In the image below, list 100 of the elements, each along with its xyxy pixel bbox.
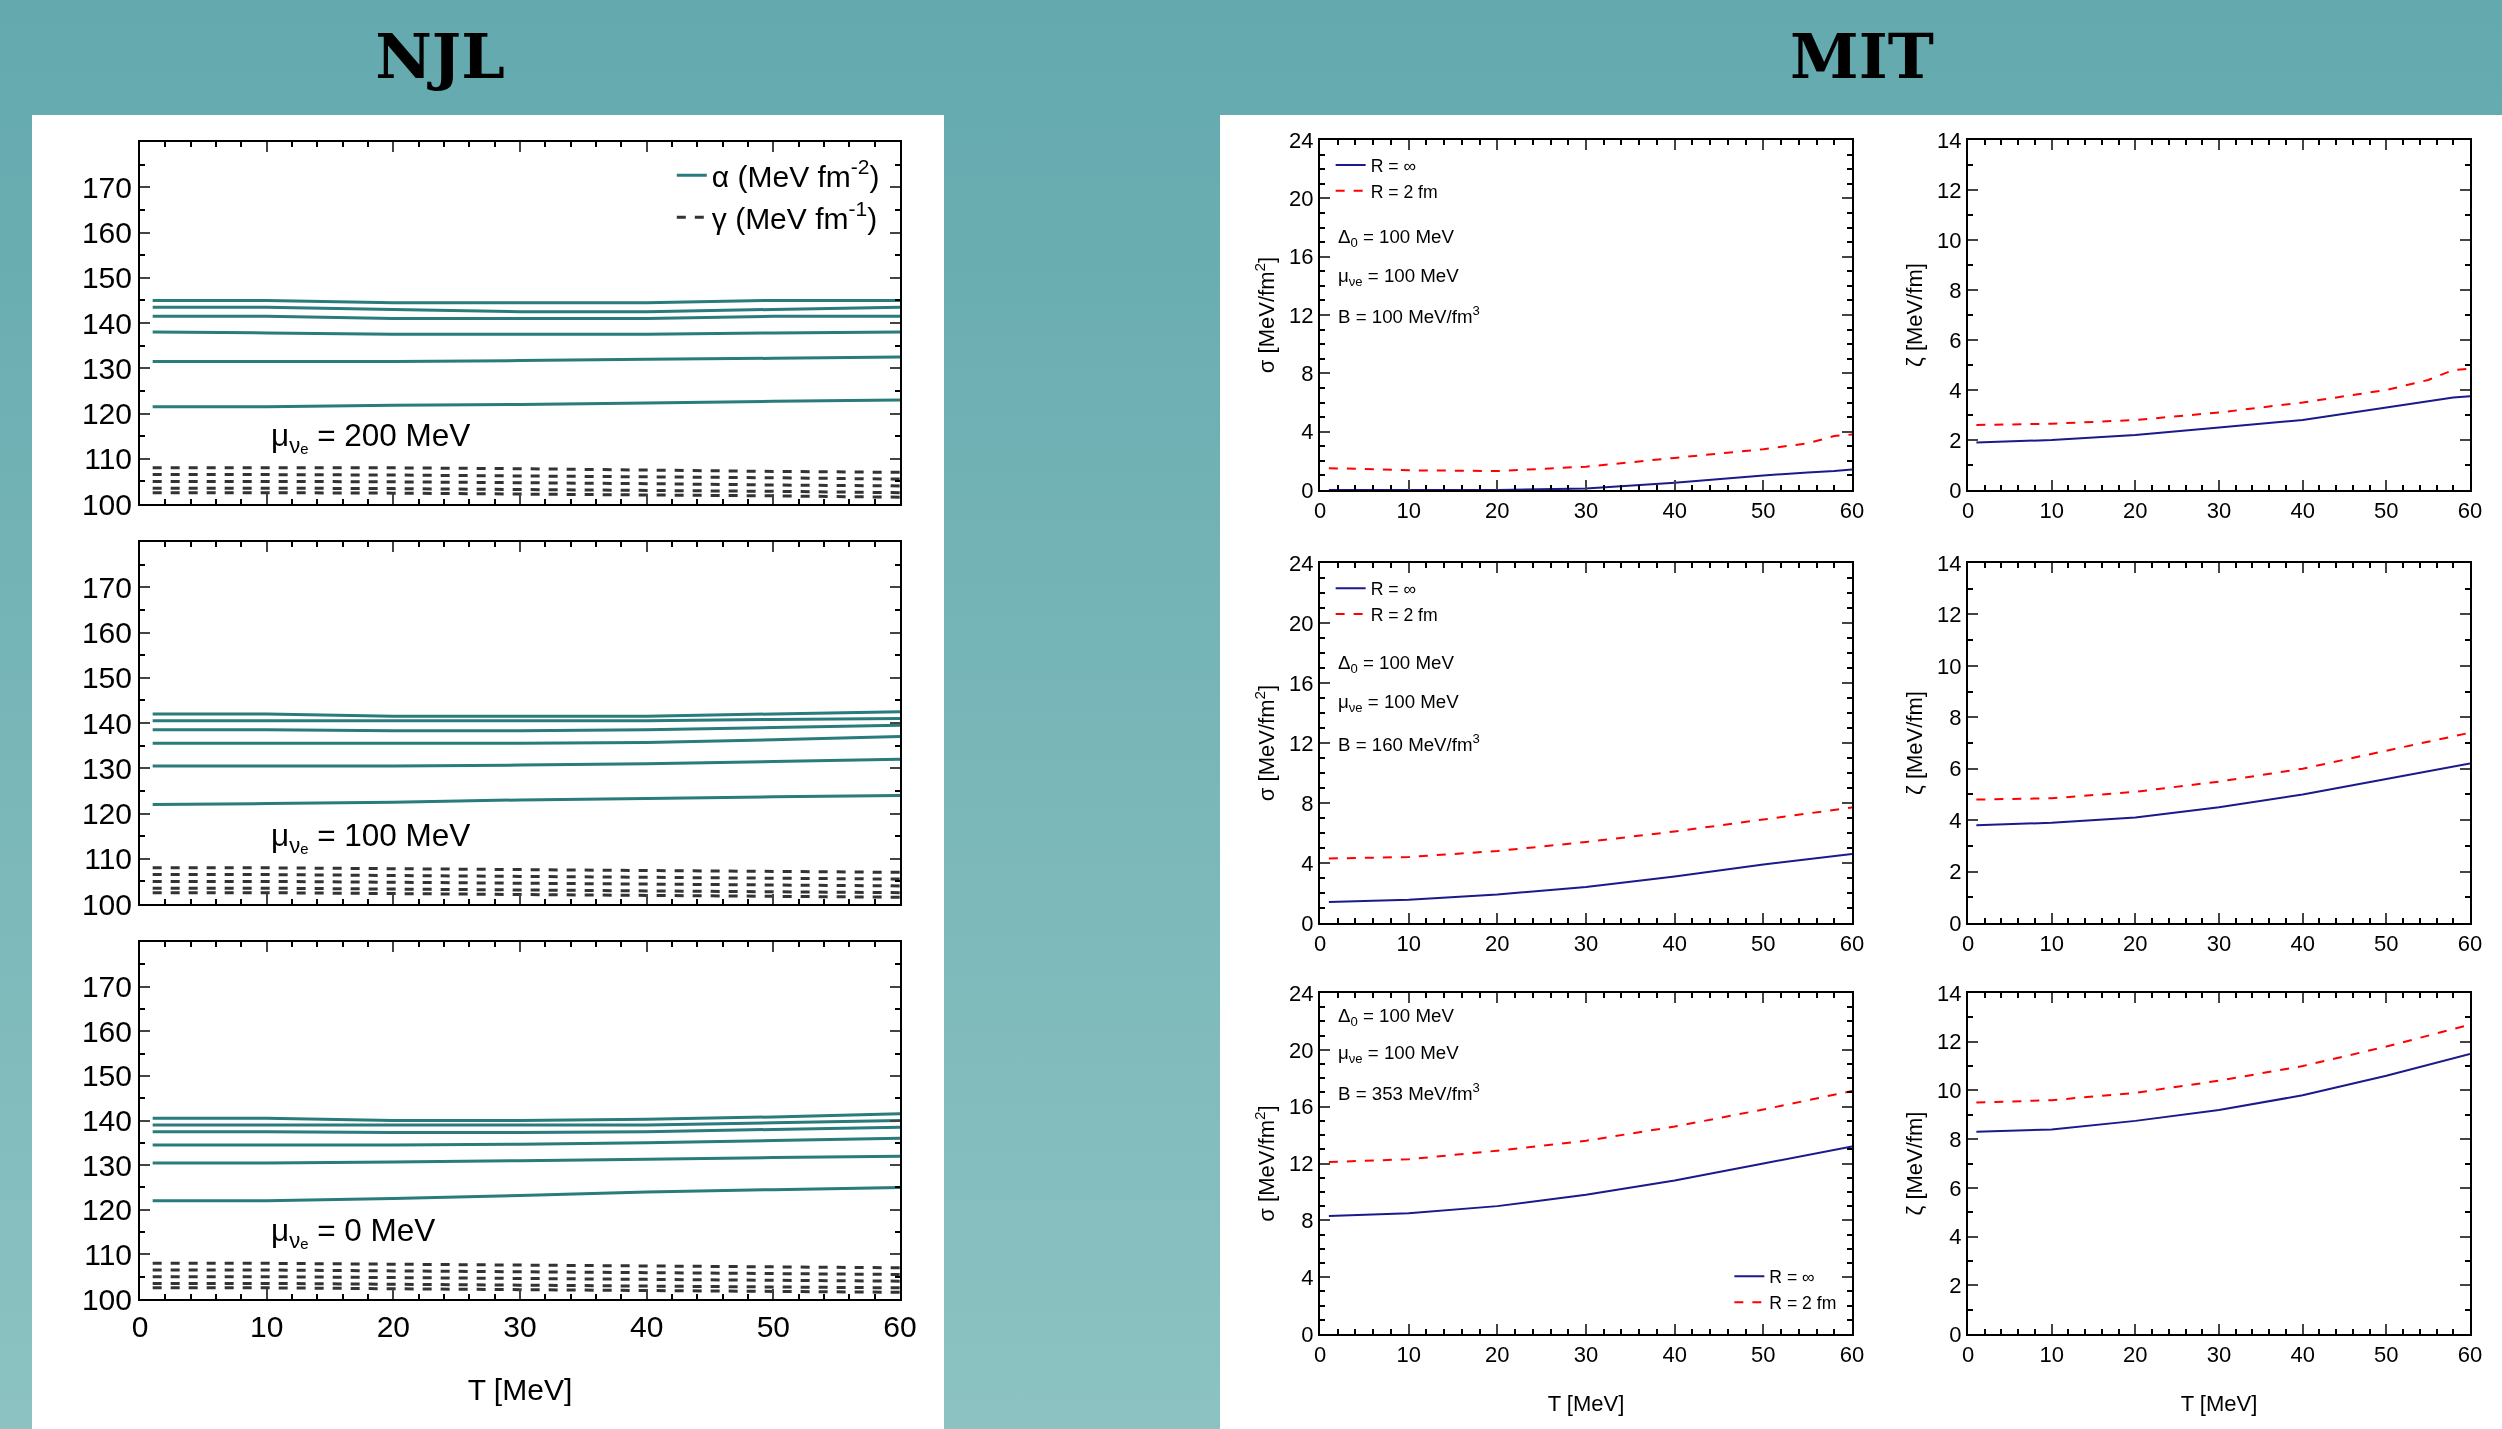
x-tick-label: 30 xyxy=(2206,498,2232,524)
y-tick-label: 130 xyxy=(81,751,132,785)
annotation: μ$_{νe}$ = 100 MeV xyxy=(1338,265,1460,289)
line-series xyxy=(1327,433,1852,473)
legend-label: R = 2 fm xyxy=(1769,1293,1837,1314)
y-tick-label: 8 xyxy=(1301,1208,1314,1234)
x-tick-label: 60 xyxy=(1839,1342,1865,1368)
y-tick-label: 20 xyxy=(1289,186,1314,212)
y-tick-label: 170 xyxy=(81,970,132,1004)
x-tick-label: 50 xyxy=(1751,498,1776,524)
x-tick-label: 60 xyxy=(2457,1342,2483,1368)
y-tick-label: 110 xyxy=(84,442,132,476)
x-tick-label: 10 xyxy=(2039,498,2064,524)
line-series xyxy=(1327,468,1852,490)
line-series xyxy=(1975,1052,2470,1133)
legend-label: R = ∞ xyxy=(1370,155,1416,176)
x-tick-label: 10 xyxy=(2039,931,2064,957)
y-tick-label: 8 xyxy=(1949,1126,1962,1152)
y-tick-label: 4 xyxy=(1301,850,1314,876)
line-series xyxy=(151,1185,900,1203)
y-tick-label: 110 xyxy=(84,1237,132,1271)
line-series xyxy=(151,793,900,806)
y-tick-label: 2 xyxy=(1949,427,1962,453)
y-tick-label: 4 xyxy=(1301,1264,1314,1290)
x-tick-label: 40 xyxy=(2290,931,2315,957)
y-tick-label: 2 xyxy=(1949,859,1962,885)
x-tick-label: 50 xyxy=(756,1310,791,1343)
y-tick-label: 4 xyxy=(1949,1224,1962,1250)
y-tick-label: 170 xyxy=(81,170,132,204)
y-axis-title: ζ [MeV/fm] xyxy=(1902,691,1928,795)
y-tick-label: 4 xyxy=(1949,807,1962,833)
y-tick-label: 8 xyxy=(1949,704,1962,730)
x-tick-label: 40 xyxy=(2290,1342,2315,1368)
y-tick-label: 14 xyxy=(1937,550,1962,576)
x-tick-label: 40 xyxy=(629,1310,664,1343)
annotation: B = 100 MeV/fm$^{3}$ xyxy=(1338,303,1480,327)
x-tick-label: 30 xyxy=(503,1310,537,1343)
y-axis-title: ζ [MeV/fm] xyxy=(1902,263,1928,367)
y-tick-label: 24 xyxy=(1289,980,1314,1006)
line-series xyxy=(1327,853,1852,903)
annotation: μ$_{νe}$ = 100 MeV xyxy=(1338,691,1460,715)
legend-label: R = 2 fm xyxy=(1370,604,1438,625)
y-tick-label: 20 xyxy=(1289,610,1314,636)
y-tick-label: 12 xyxy=(1289,730,1314,756)
x-tick-label: 20 xyxy=(1485,498,1510,524)
annotation: μ$_{νₑ}$ = 0 MeV xyxy=(271,1212,436,1253)
y-tick-label: 24 xyxy=(1289,550,1314,576)
x-tick-label: 40 xyxy=(1662,498,1687,524)
x-tick-label: 60 xyxy=(2457,931,2483,957)
y-tick-label: 12 xyxy=(1289,302,1314,328)
y-tick-label: 6 xyxy=(1949,1175,1962,1201)
x-tick-label: 40 xyxy=(1662,931,1687,957)
y-tick-label: 120 xyxy=(81,397,132,430)
y-tick-label: 12 xyxy=(1289,1151,1314,1177)
y-tick-label: 0 xyxy=(1301,477,1314,503)
y-axis-title: ζ [MeV/fm] xyxy=(1902,1111,1928,1216)
y-tick-label: 4 xyxy=(1949,377,1962,403)
annotation: B = 353 MeV/fm$^{3}$ xyxy=(1338,1080,1480,1104)
annotation: Δ$_{0}$ = 100 MeV xyxy=(1338,226,1455,250)
annotation: Δ$_{0}$ = 100 MeV xyxy=(1338,1005,1455,1029)
y-tick-label: 24 xyxy=(1289,127,1314,153)
x-tick-label: 50 xyxy=(2374,1342,2399,1368)
annotation: μ$_{νₑ}$ = 200 MeV xyxy=(271,417,471,458)
y-tick-label: 100 xyxy=(81,1282,132,1316)
y-tick-label: 120 xyxy=(81,1193,132,1227)
x-tick-label: 40 xyxy=(2290,498,2315,524)
y-tick-label: 140 xyxy=(81,306,132,340)
x-tick-label: 60 xyxy=(1839,498,1865,524)
y-tick-label: 12 xyxy=(1937,177,1962,203)
y-tick-label: 10 xyxy=(1937,653,1962,679)
y-tick-label: 0 xyxy=(1301,910,1314,936)
line-series xyxy=(1975,762,2470,827)
y-tick-label: 14 xyxy=(1937,127,1962,153)
y-tick-label: 8 xyxy=(1301,790,1314,816)
y-tick-label: 14 xyxy=(1937,980,1962,1006)
chart-title: MIT xyxy=(1789,20,1935,93)
y-tick-label: 0 xyxy=(1949,910,1962,936)
legend-label: γ (MeV fm$^{-1}$) xyxy=(711,197,878,235)
x-tick-label: 50 xyxy=(2374,498,2399,524)
x-tick-label: 30 xyxy=(1573,498,1599,524)
y-tick-label: 160 xyxy=(81,216,132,249)
y-tick-label: 130 xyxy=(81,351,132,385)
y-tick-label: 6 xyxy=(1949,327,1962,353)
y-tick-label: 16 xyxy=(1289,670,1314,696)
x-tick-label: 30 xyxy=(1573,1342,1599,1368)
legend-label: α (MeV fm$^{-2}$) xyxy=(711,155,880,193)
y-tick-label: 2 xyxy=(1949,1272,1962,1298)
y-tick-label: 150 xyxy=(81,661,132,695)
line-series xyxy=(1327,806,1852,860)
annotation: Δ$_{0}$ = 100 MeV xyxy=(1338,652,1455,676)
y-tick-label: 10 xyxy=(1937,227,1962,253)
x-tick-label: 40 xyxy=(1662,1342,1687,1368)
y-tick-label: 12 xyxy=(1937,602,1962,628)
y-tick-label: 100 xyxy=(81,887,132,921)
y-tick-label: 16 xyxy=(1289,244,1314,270)
y-tick-label: 16 xyxy=(1289,1094,1314,1120)
line-series xyxy=(151,757,900,768)
y-tick-label: 140 xyxy=(81,1104,132,1137)
line-series xyxy=(151,1154,900,1165)
x-tick-label: 20 xyxy=(1485,1342,1510,1368)
